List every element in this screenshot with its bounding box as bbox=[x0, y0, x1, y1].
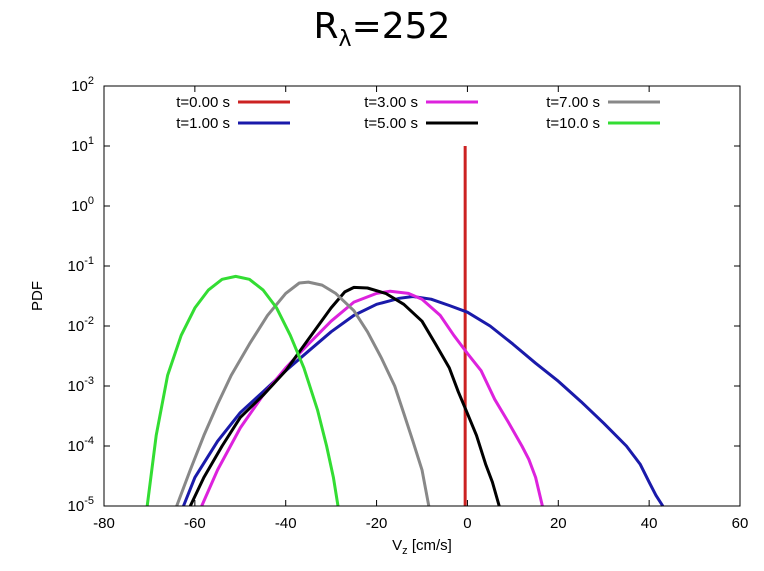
legend-label: t=5.00 s bbox=[364, 115, 418, 132]
y-axis-label: PDF bbox=[29, 281, 46, 311]
legend-label: t=7.00 s bbox=[546, 94, 600, 111]
legend-label: t=0.00 s bbox=[176, 94, 230, 111]
x-tick-label: -20 bbox=[366, 515, 388, 532]
legend-label: t=10.0 s bbox=[546, 115, 600, 132]
chart-title: Rλ=252 bbox=[313, 6, 451, 52]
y-tick-label: 10-3 bbox=[68, 375, 94, 395]
series-line-4 bbox=[175, 280, 431, 507]
series-line-2 bbox=[200, 289, 544, 507]
x-tick-label: -60 bbox=[184, 515, 206, 532]
legend-label: t=3.00 s bbox=[364, 94, 418, 111]
y-tick-label: 102 bbox=[71, 75, 94, 95]
y-tick-label: 10-1 bbox=[68, 255, 94, 275]
x-axis-label: Vz [cm/s] bbox=[392, 537, 452, 557]
series-line-1 bbox=[182, 295, 665, 507]
y-tick-label: 10-5 bbox=[68, 495, 94, 515]
y-tick-label: 10-4 bbox=[68, 435, 94, 455]
y-tick-label: 101 bbox=[71, 135, 94, 155]
legend-label: t=1.00 s bbox=[176, 115, 230, 132]
x-tick-label: 60 bbox=[732, 515, 749, 532]
x-tick-label: 0 bbox=[463, 515, 471, 532]
x-tick-label: 40 bbox=[641, 515, 658, 532]
series-line-5 bbox=[145, 274, 340, 507]
x-tick-label: -40 bbox=[275, 515, 297, 532]
plot-frame bbox=[103, 85, 741, 507]
x-tick-label: -80 bbox=[93, 515, 115, 532]
y-tick-label: 100 bbox=[71, 195, 94, 215]
series-line-3 bbox=[188, 285, 501, 507]
y-tick-label: 10-2 bbox=[68, 315, 94, 335]
x-tick-label: 20 bbox=[550, 515, 567, 532]
